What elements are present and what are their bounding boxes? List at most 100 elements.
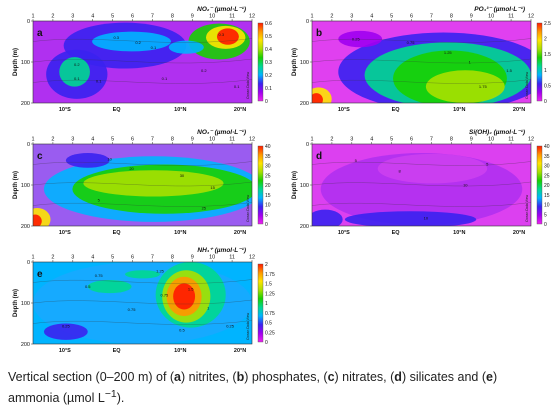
depth-tick-label: 100 [21,183,30,189]
station-label: 1 [31,255,34,261]
field-region-7 [124,270,161,279]
field-region-4 [65,153,110,168]
contour-line-1 [312,161,531,166]
station-label: 3 [350,137,353,143]
caption-text-b: ) phosphates, ( [244,370,328,384]
watermark: Ocean Data View [246,194,250,222]
field-region-3 [312,209,343,226]
depth-tick-label: 0 [27,260,30,266]
colorbar-tick-label: 25 [544,173,550,179]
colorbar-tick-label: 2.5 [544,21,551,27]
colorbar [257,145,264,225]
depth-tick-label: 100 [21,60,30,66]
contour-label: 0.2 [135,40,141,45]
colorbar-tick-label: 0.75 [265,311,275,317]
station-label: 7 [430,137,433,143]
panel-b-field: 0.25 0.75 1.25 1 1.5 1.75 [312,21,531,103]
field-region-4 [425,70,505,103]
colorbar-tick-label: 0.5 [544,83,551,89]
caption-letter-e: e [486,370,493,384]
contour-label: 25 [202,206,207,211]
station-label: 4 [91,14,94,20]
colorbar-tick-label: 25 [265,173,271,179]
station-label: 4 [370,137,373,143]
colorbar-tick-label: 1 [544,68,547,74]
field-region-4 [59,57,90,87]
station-label: 5 [390,137,393,143]
colorbar-tick-label: 30 [265,164,271,170]
depth-tick-label: 0 [27,19,30,25]
depth-tick-label: 200 [300,224,309,230]
field-region-6 [87,280,132,294]
y-axis-label: Depth (m) [13,171,19,199]
panel-d-field: 5 8 5 10 10 [312,144,531,226]
colorbar-tick-label: 40 [544,144,550,150]
contour-label: 0.25 [62,324,71,329]
station-label: 5 [111,137,114,143]
station-label: 10 [209,255,215,261]
panel-a: 0.2 0.3 0.1 0.2 0.1 0.3 0.1 0.2 0.1 0.1 Ocean Data… [13,6,272,113]
contour-label: 15 [210,185,215,190]
panel-title: Si(OH)₄ (µmol·L⁻¹) [469,129,525,136]
contour-line-1 [33,279,252,284]
colorbar [257,263,264,343]
depth-tick-label: 100 [300,60,309,66]
field-region-3 [92,31,171,52]
field-region-8 [168,40,204,54]
colorbar-tick-label: 0.5 [265,34,272,40]
depth-tick-label: 100 [300,183,309,189]
contour-label: 1.25 [444,50,453,55]
station-label: 2 [51,14,54,20]
latitude-label: 10°N [174,348,186,354]
colorbar-tick-label: 35 [544,154,550,160]
latitude-label: EQ [113,348,122,354]
colorbar-tick-label: 0 [544,99,547,105]
contour-label: 0.75 [161,292,170,297]
station-label: 7 [151,255,154,261]
station-label: 11 [508,14,514,20]
station-label: 2 [51,255,54,261]
station-label: 1 [31,137,34,143]
colorbar [257,22,264,102]
colorbar-tick-label: 0.2 [265,73,272,79]
station-label: 8 [171,255,174,261]
caption-text-c: ) nitrates, ( [334,370,395,384]
station-label: 9 [191,14,194,20]
watermark: Ocean Data View [525,194,529,222]
station-label: 3 [71,255,74,261]
latitude-label: 20°N [513,107,525,113]
latitude-label: EQ [392,107,401,113]
station-label: 5 [111,255,114,261]
station-label: 8 [171,14,174,20]
contour-label: 1.75 [479,84,488,89]
colorbar [536,22,543,102]
contour-label: 1 [207,306,210,311]
colorbar-tick-label: 20 [544,183,550,189]
station-label: 6 [131,255,134,261]
latitude-label: 10°S [338,230,350,236]
colorbar-tick-label: 30 [544,164,550,170]
panel-e-field: 0.75 1.25 0.5 0.25 0.75 1.5 1 0.25 0.5 0.75 [33,262,252,344]
panel-title: PO₄³⁻ (µmol·L⁻¹) [474,6,525,13]
contour-label: 0.25 [352,37,361,42]
contour-label: 8 [398,169,401,174]
station-label: 6 [131,137,134,143]
colorbar-tick-label: 1 [265,301,268,307]
contour-line-2 [312,58,531,64]
contour-label: 0.75 [95,273,104,278]
colorbar-tick-label: 0 [265,222,268,228]
contour-label: 0.1 [162,76,168,81]
contour-line-2 [33,58,252,64]
caption-letter-d: d [394,370,402,384]
latitude-label: 10°S [59,348,71,354]
station-label: 4 [91,255,94,261]
station-label: 3 [71,137,74,143]
colorbar-tick-label: 0 [544,222,547,228]
colorbar-tick-label: 1.25 [265,291,275,297]
station-label: 10 [209,137,215,143]
contour-label: 0.2 [74,62,80,67]
contour-label: 0.75 [407,40,416,45]
contour-label: 0.1 [234,84,240,89]
colorbar-tick-label: 0.1 [265,86,272,92]
station-label: 12 [249,137,255,143]
